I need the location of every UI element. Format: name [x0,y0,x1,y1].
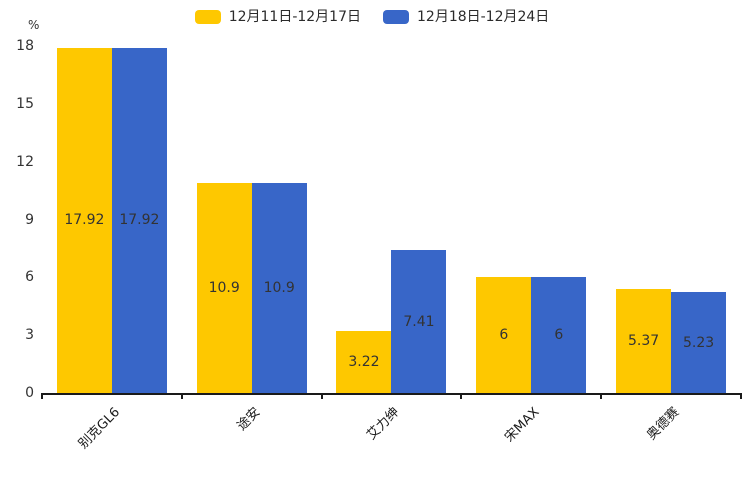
y-axis: 0 3 6 9 12 15 18 [0,39,34,400]
legend-swatch-week1-icon [194,10,221,24]
legend-label-week2: 12月18日-12月24日 [417,9,550,25]
legend-item-week1[interactable]: 12月11日-12月17日 [194,9,361,25]
x-axis-tick [600,393,603,399]
bar-series2-3[interactable]: 7.41 [391,250,447,393]
bar-group-1: 17.92 17.92 别克GL6 [42,46,182,452]
x-category-label: 别克GL6 [76,404,124,452]
x-category-label: 艾力绅 [364,404,403,444]
y-tick-label: 0 [25,385,34,401]
x-axis-tick [41,393,43,399]
bar-series1-5[interactable]: 5.37 [616,289,672,393]
x-category-label: 奥德赛 [644,404,683,444]
bar-value-label: 5.23 [682,334,715,351]
bar-series1-4[interactable]: 6 [476,277,532,393]
bar-series1-2[interactable]: 10.9 [196,182,252,393]
bar-group-5: 5.37 5.23 奥德赛 [601,46,741,443]
legend-swatch-week2-icon [383,10,409,24]
plot-area: 17.92 17.92 别克GL6 10.9 10.9 途安 3.22 7.41 艾力绅 6 6 宋M… [41,46,742,452]
bar-series2-1[interactable]: 17.92 [111,47,167,393]
x-axis-tick [320,393,323,399]
bar-value-label: 17.92 [119,212,160,229]
y-tick-label: 6 [25,269,34,286]
x-axis-tick [740,393,742,399]
bar-value-label: 6 [554,327,564,344]
bar-value-label: 3.22 [348,353,380,370]
bar-value-label: 7.41 [403,313,435,330]
bar-group-2: 10.9 10.9 途安 [182,46,322,434]
bar-value-label: 10.9 [263,279,295,296]
bar-value-label: 10.9 [208,279,240,296]
bar-value-label: 17.92 [64,212,105,229]
bar-series2-4[interactable]: 6 [531,277,587,393]
bar-series2-2[interactable]: 10.9 [251,182,307,393]
y-tick-label: 12 [16,153,34,170]
bar-series2-5[interactable]: 5.23 [671,292,727,393]
legend: 12月11日-12月17日 12月18日-12月24日 [0,6,744,28]
x-axis-tick [460,393,463,399]
bar-series1-1[interactable]: 17.92 [56,47,112,393]
legend-label-week1: 12月11日-12月17日 [228,9,361,25]
bar-series1-3[interactable]: 3.22 [336,330,392,393]
legend-item-week2[interactable]: 12月18日-12月24日 [383,10,549,24]
bar-group-3: 3.22 7.41 艾力绅 [322,46,462,443]
x-category-label: 宋MAX [502,404,543,446]
bar-group-4: 6 6 宋MAX [461,46,601,445]
bar-value-label: 5.37 [627,333,660,350]
y-tick-label: 9 [25,211,34,228]
y-tick-label: 15 [16,95,34,112]
x-category-label: 途安 [234,404,264,434]
bar-value-label: 6 [499,327,509,344]
x-axis-tick [180,393,183,399]
y-tick-label: 18 [16,38,34,54]
y-axis-unit-label: % [28,18,40,32]
y-tick-label: 3 [25,327,34,344]
